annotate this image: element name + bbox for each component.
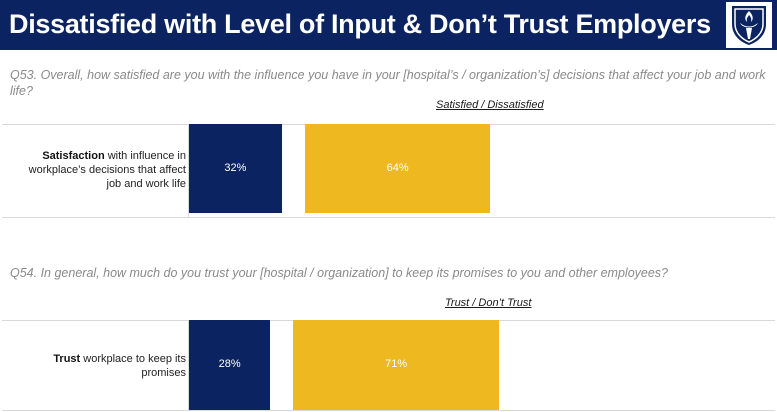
row-label-text: with influence in workplace’s decisions … [28, 150, 186, 190]
axis-line [188, 320, 189, 410]
page-title: Dissatisfied with Level of Input & Don’t… [9, 9, 711, 39]
bar-positive [189, 124, 282, 213]
header-bar: Dissatisfied with Level of Input & Don’t… [0, 0, 777, 50]
data-label: 32% [224, 161, 247, 174]
row-label-satisfaction: Satisfaction with influence in workplace… [14, 149, 186, 191]
data-label: 64% [386, 161, 409, 174]
scale-label-q53: Satisfied / Dissatisfied [436, 99, 544, 111]
question-q53: Q53. Overall, how satisfied are you with… [10, 68, 766, 98]
gridline [2, 217, 775, 218]
axis-line [188, 124, 189, 217]
scale-label-q54: Trust / Don’t Trust [445, 297, 532, 309]
row-label-bold: Trust [53, 353, 81, 365]
data-label: 71% [385, 358, 408, 370]
row-label-trust: Trust workplace to keep its promises [14, 352, 186, 380]
bar-negative [304, 124, 491, 213]
gridline [2, 410, 775, 411]
row-label-text: workplace to keep its promises [80, 353, 186, 379]
bar-negative [293, 320, 500, 410]
row-label-bold: Satisfaction [42, 150, 105, 162]
bar-positive [189, 320, 271, 410]
torch-shield-icon [726, 2, 772, 48]
question-q54: Q54. In general, how much do you trust y… [10, 266, 669, 280]
data-label: 28% [218, 358, 241, 370]
